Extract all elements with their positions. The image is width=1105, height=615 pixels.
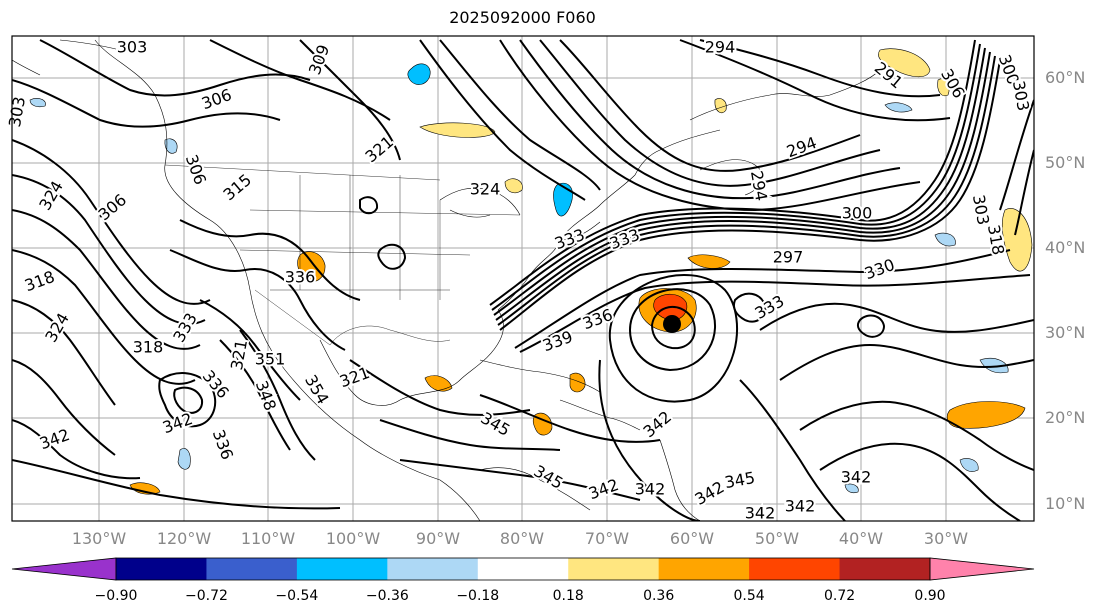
lon-label: 40°W — [838, 529, 884, 548]
colorbar-segment — [296, 558, 388, 580]
contour-label-halo: 351 — [255, 350, 286, 369]
colorbar-tick-label: 0.36 — [643, 588, 675, 604]
contours — [12, 39, 1034, 521]
lat-label: 50°N — [1045, 153, 1086, 172]
contour-label: 297 — [773, 248, 804, 267]
contour-label-halo: 297 — [773, 248, 804, 267]
lat-label: 60°N — [1045, 68, 1086, 87]
colorbar-tick-label: 0.54 — [733, 588, 765, 604]
colorbar-tick-label: −0.54 — [275, 588, 319, 604]
contour-label: 303 — [117, 38, 148, 57]
colorbar-segment — [568, 558, 660, 580]
contour-label: 342 — [841, 468, 872, 487]
lon-label: 120°W — [156, 529, 212, 548]
colorbar-tick-label: 0.90 — [914, 588, 946, 604]
contour-label: 351 — [255, 350, 286, 369]
colorbar-segment — [477, 558, 569, 580]
contour-label-halo: 336 — [285, 268, 316, 287]
contour-label-halo: 342 — [841, 468, 872, 487]
colorbar-extend-low — [11, 557, 117, 581]
colorbar-tick-label: −0.36 — [365, 588, 409, 604]
contour-label: 342 — [785, 497, 816, 516]
lat-label: 30°N — [1045, 323, 1086, 342]
colorbar-segment — [749, 558, 841, 580]
colorbar-tick-label: 0.72 — [823, 588, 856, 604]
contour-label-halo: 324 — [470, 180, 501, 199]
contour-label-halo: 303 — [117, 38, 148, 57]
colorbar-extend-high — [929, 557, 1035, 581]
contour-label-halo: 342 — [745, 504, 776, 523]
lon-label: 90°W — [415, 529, 461, 548]
contour-label: 342 — [635, 480, 666, 499]
lon-label: 50°W — [754, 529, 800, 548]
colorbar-segment — [206, 558, 298, 580]
lon-label: 70°W — [584, 529, 630, 548]
contour-label-halo: 300 — [842, 204, 873, 223]
contour-label: 336 — [285, 268, 316, 287]
contour-label: 294 — [705, 38, 736, 57]
colorbar-segment — [387, 558, 479, 580]
lon-label: 60°W — [669, 529, 715, 548]
state-borders — [164, 164, 521, 346]
coastlines — [12, 39, 881, 521]
lat-label: 20°N — [1045, 408, 1086, 427]
colorbar — [11, 557, 1035, 581]
contour-label: 324 — [470, 180, 501, 199]
colorbar-tick-label: −0.18 — [456, 588, 500, 604]
contour-label-halo: 342 — [635, 480, 666, 499]
contour-label: 318 — [133, 338, 164, 357]
contour-label: 300 — [842, 204, 873, 223]
colorbar-segment — [658, 558, 750, 580]
lon-label: 130°W — [71, 529, 127, 548]
lat-label: 10°N — [1045, 494, 1086, 513]
lon-label: 100°W — [325, 529, 381, 548]
contour-label-halo: 318 — [133, 338, 164, 357]
map-frame — [11, 35, 1035, 522]
colorbar-frame — [115, 557, 931, 581]
colorbar-tick-label: 0.18 — [552, 588, 584, 604]
contour-label: 342 — [745, 504, 776, 523]
lon-label: 80°W — [499, 529, 545, 548]
lon-label: 110°W — [240, 529, 296, 548]
colorbar-tick-label: −0.90 — [94, 588, 138, 604]
contour-label-halo: 342 — [785, 497, 816, 516]
colorbar-segment — [116, 558, 207, 580]
lon-label: 30°W — [923, 529, 969, 548]
colorbar-segment — [839, 558, 931, 580]
lat-label: 40°N — [1045, 238, 1086, 257]
colorbar-tick-label: −0.72 — [184, 588, 228, 604]
map-title: 2025092000 F060 — [449, 8, 596, 27]
hurricane-center-dot — [663, 315, 681, 333]
contour-label-halo: 294 — [705, 38, 736, 57]
